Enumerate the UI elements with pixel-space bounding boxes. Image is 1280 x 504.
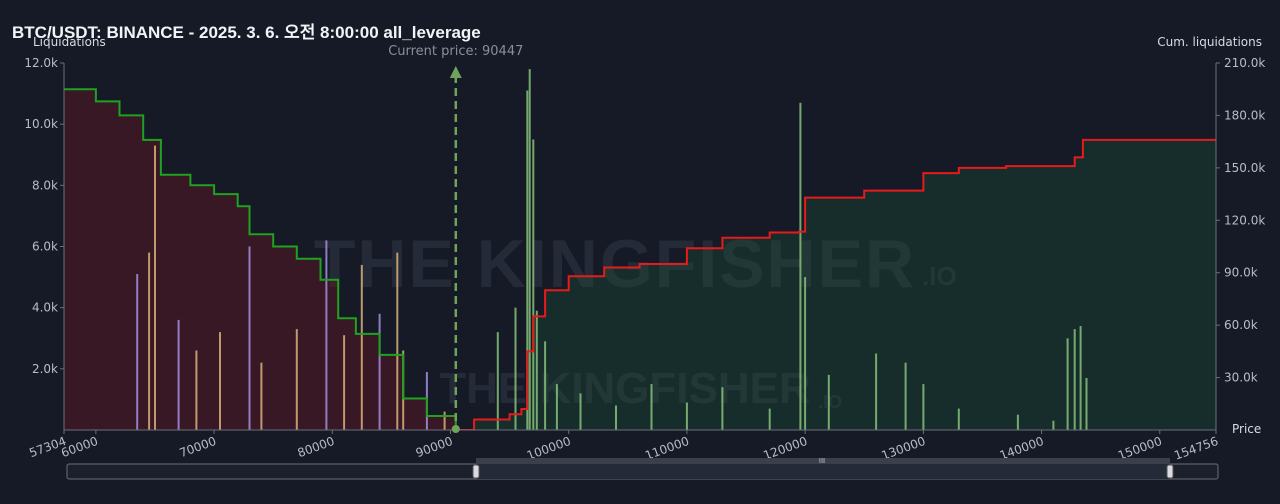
x-tick-label: 60000: [59, 434, 100, 460]
liquidation-bar: [1016, 414, 1019, 430]
liquidation-bar: [136, 274, 139, 430]
range-slider-top-bar[interactable]: [476, 458, 1170, 464]
liquidation-bar: [396, 252, 399, 430]
y-right-tick-label: 180.0k: [1224, 108, 1265, 122]
y-left-tick-label: 8.0k: [32, 178, 58, 192]
series-area-1: [64, 89, 456, 430]
liquidation-bar: [827, 374, 830, 430]
liquidation-bar: [360, 264, 363, 430]
liquidation-bar: [260, 362, 263, 430]
series-line-0: [455, 138, 1216, 430]
y-left-tick-label: 2.0k: [32, 362, 58, 376]
y-axis-right-ticks: 30.0k 60.0k 90.0k 120.0k 150.0k 180.0k 210.0k: [1216, 56, 1265, 385]
y-left-tick-label: 6.0k: [32, 240, 58, 254]
liquidation-bar: [1066, 338, 1069, 430]
liquidation-bar: [768, 408, 771, 430]
liquidation-bar: [148, 252, 151, 430]
liquidation-bar: [443, 411, 446, 430]
liquidation-bar: [804, 277, 807, 430]
liquidation-bar: [195, 350, 198, 430]
y-right-tick-label: 120.0k: [1224, 213, 1265, 227]
x-tick-label: 70000: [177, 434, 218, 460]
liquidation-bar: [922, 384, 925, 430]
liquidation-bar: [496, 332, 499, 430]
liquidation-bar: [219, 332, 221, 430]
range-slider-left-handle[interactable]: [472, 464, 480, 479]
watermark-suffix: .IO: [922, 261, 957, 291]
liquidation-bar: [154, 145, 156, 430]
liquidation-bar: [544, 341, 547, 430]
range-slider-grip[interactable]: III: [819, 457, 825, 465]
watermark-suffix-small: .IO: [818, 392, 842, 412]
liquidation-bar: [721, 387, 724, 430]
liquidation-bar: [555, 384, 558, 430]
liquidation-bar: [295, 329, 298, 430]
liquidation-bar: [325, 240, 328, 430]
liquidation-bar: [177, 319, 180, 430]
y-axis-left-ticks: 2.0k 4.0k 6.0k 8.0k 10.0k 12.0k: [24, 56, 64, 376]
range-slider-selection[interactable]: [476, 464, 1170, 479]
liquidation-bar: [1079, 326, 1082, 430]
liquidation-bar: [1073, 329, 1076, 430]
y-axis-left-label: Liquidations: [33, 35, 106, 49]
liquidation-bar: [528, 69, 531, 430]
x-tick-label: 90000: [414, 434, 455, 460]
liquidation-bar: [535, 310, 538, 430]
liquidation-bar: [248, 246, 251, 430]
liquidation-bar: [615, 405, 617, 430]
watermark-text-small: THE KINGFISHER: [439, 364, 811, 413]
liquidation-bar: [343, 335, 346, 430]
watermark: THE KINGFISHER .IO THE KINGFISHER .IO: [314, 226, 957, 413]
watermark-text: THE KINGFISHER: [314, 226, 916, 302]
range-slider-right-handle[interactable]: [1166, 464, 1174, 479]
x-tick-label: 154756: [1172, 434, 1220, 463]
y-left-tick-label: 4.0k: [32, 301, 58, 315]
y-right-tick-label: 90.0k: [1224, 266, 1258, 280]
y-right-tick-label: 150.0k: [1224, 161, 1265, 175]
current-price-label: Current price: 90447: [388, 44, 523, 59]
x-axis-label: Price: [1232, 422, 1261, 436]
liquidation-bar: [957, 408, 960, 430]
series-area-0: [455, 139, 1216, 430]
liquidation-bar: [875, 353, 878, 430]
y-axis-right-label: Cum. liquidations: [1157, 35, 1262, 49]
liquidation-bar: [514, 307, 517, 430]
liquidation-bar: [650, 384, 653, 430]
chart-title: BTC/USDT: BINANCE - 2025. 3. 6. 오전 8:00:…: [12, 23, 481, 42]
y-right-tick-label: 210.0k: [1224, 56, 1265, 70]
x-tick-label: 80000: [296, 434, 337, 460]
current-price-marker: Current price: 90447: [388, 44, 523, 433]
y-left-tick-label: 12.0k: [24, 56, 58, 70]
liquidation-bar: [685, 402, 688, 430]
series-line-1: [64, 88, 457, 430]
range-slider[interactable]: III: [66, 457, 1219, 480]
liquidation-bar: [579, 393, 582, 430]
liquidation-bar: [1052, 420, 1055, 430]
liquidation-bar: [378, 313, 381, 430]
liquidation-bar: [1085, 378, 1088, 430]
liquidation-bar: [904, 362, 907, 430]
y-right-tick-label: 60.0k: [1224, 318, 1258, 332]
y-left-tick-label: 10.0k: [24, 117, 58, 131]
liquidation-bar: [799, 102, 802, 430]
liquidation-bar: [526, 90, 529, 430]
liquidation-bar: [532, 139, 535, 430]
y-right-tick-label: 30.0k: [1224, 371, 1258, 385]
